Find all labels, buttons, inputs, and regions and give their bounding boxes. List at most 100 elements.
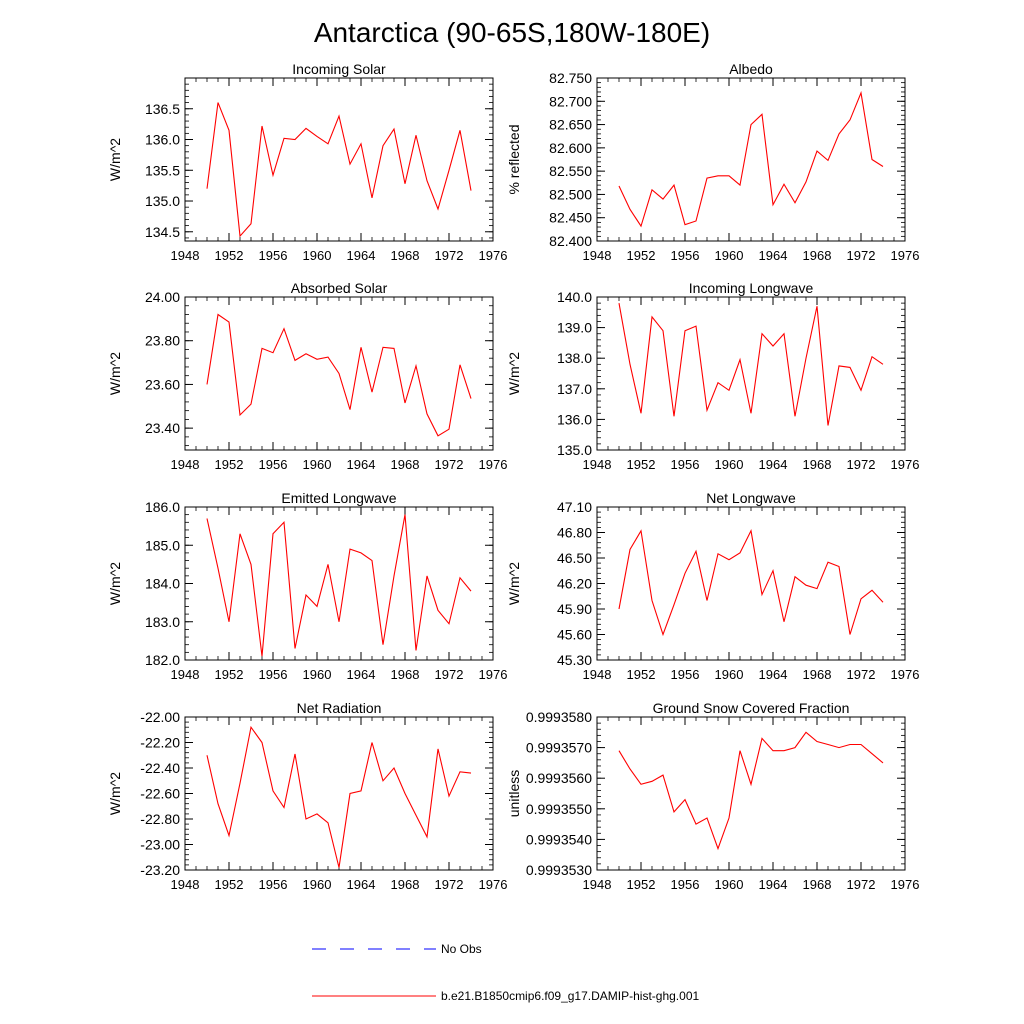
chart-panel: 1948 1952 1956 1960 1964 1968 1972 1976 45.30 45.… — [506, 490, 919, 682]
x-tick-label: 1968 — [803, 667, 832, 682]
y-tick-label: -22.20 — [140, 735, 180, 751]
series-line — [206, 514, 472, 657]
x-tick-label: 1964 — [759, 877, 788, 892]
x-tick-label: 1952 — [215, 667, 244, 682]
x-tick-label: 1968 — [391, 248, 420, 263]
y-tick-label: 186.0 — [145, 499, 180, 515]
legend: No Obs b.e21.B1850cmip6.f09_g17.DAMIP-hi… — [312, 942, 699, 1003]
x-tick-label: 1968 — [803, 877, 832, 892]
y-tick-label: 45.90 — [557, 601, 592, 617]
y-axis-label: unitless — [506, 770, 522, 817]
x-tick-label: 1972 — [847, 877, 876, 892]
x-tick-label: 1948 — [583, 667, 612, 682]
series-line — [618, 529, 884, 637]
x-tick-label: 1948 — [171, 877, 200, 892]
x-tick-label: 1948 — [583, 248, 612, 263]
x-tick-label: 1960 — [715, 457, 744, 472]
x-tick-label: 1948 — [171, 457, 200, 472]
chart-panel: 1948 1952 1956 1960 1964 1968 1972 1976 0.999353… — [506, 700, 919, 892]
x-tick-label: 1956 — [671, 667, 700, 682]
x-tick-label: 1964 — [759, 248, 788, 263]
legend-model-label: b.e21.B1850cmip6.f09_g17.DAMIP-hist-ghg.… — [441, 989, 699, 1003]
y-tick-label: 46.50 — [557, 550, 592, 566]
y-tick-label: -23.20 — [140, 862, 180, 878]
x-tick-label: 1972 — [435, 877, 464, 892]
x-tick-label: 1976 — [479, 457, 508, 472]
y-tick-label: 23.40 — [145, 420, 180, 436]
chart-panel: 1948 1952 1956 1960 1964 1968 1972 1976 135.0 136… — [506, 280, 919, 472]
panel-title: Incoming Solar — [292, 61, 386, 77]
y-tick-label: 136.5 — [145, 101, 180, 117]
y-tick-label: -22.60 — [140, 786, 180, 802]
y-tick-label: 0.9993540 — [526, 831, 592, 847]
x-tick-label: 1964 — [759, 667, 788, 682]
x-tick-label: 1964 — [759, 457, 788, 472]
y-axis-label: % reflected — [506, 124, 522, 194]
y-tick-label: 135.0 — [557, 442, 592, 458]
y-tick-label: 45.30 — [557, 652, 592, 668]
x-tick-label: 1960 — [303, 457, 332, 472]
y-tick-label: 82.500 — [549, 186, 592, 202]
x-tick-label: 1956 — [671, 457, 700, 472]
series-line — [206, 102, 472, 238]
y-tick-label: 135.5 — [145, 162, 180, 178]
y-axis-label: W/m^2 — [107, 352, 123, 395]
panel-title: Ground Snow Covered Fraction — [653, 700, 850, 716]
y-tick-label: -23.00 — [140, 837, 180, 853]
x-tick-label: 1976 — [479, 667, 508, 682]
panel-title: Emitted Longwave — [281, 490, 396, 506]
x-tick-label: 1960 — [715, 667, 744, 682]
y-tick-label: 46.20 — [557, 576, 592, 592]
figure-title: Antarctica (90-65S,180W-180E) — [314, 17, 710, 48]
x-tick-label: 1968 — [391, 667, 420, 682]
y-tick-label: 0.9993530 — [526, 862, 592, 878]
y-tick-label: 82.750 — [549, 70, 592, 86]
y-tick-label: 82.550 — [549, 163, 592, 179]
x-tick-label: 1976 — [891, 457, 920, 472]
x-tick-label: 1948 — [583, 457, 612, 472]
panel-title: Net Radiation — [297, 700, 382, 716]
y-axis-label: W/m^2 — [506, 352, 522, 395]
series-line — [618, 90, 884, 228]
panel-title: Albedo — [729, 61, 773, 77]
x-tick-label: 1976 — [891, 667, 920, 682]
y-tick-label: 0.9993570 — [526, 740, 592, 756]
legend-obs-label: No Obs — [441, 942, 482, 956]
y-tick-label: 0.9993560 — [526, 770, 592, 786]
x-tick-label: 1972 — [847, 457, 876, 472]
y-tick-label: 138.0 — [557, 350, 592, 366]
y-tick-label: 140.0 — [557, 289, 592, 305]
x-tick-label: 1972 — [435, 457, 464, 472]
x-tick-label: 1968 — [391, 877, 420, 892]
x-tick-label: 1956 — [259, 457, 288, 472]
x-tick-label: 1960 — [303, 877, 332, 892]
y-tick-label: 47.10 — [557, 499, 592, 515]
x-tick-label: 1948 — [171, 248, 200, 263]
y-tick-label: 139.0 — [557, 320, 592, 336]
x-tick-label: 1972 — [847, 667, 876, 682]
x-tick-label: 1964 — [347, 667, 376, 682]
y-tick-label: 136.0 — [145, 132, 180, 148]
y-tick-label: 135.0 — [145, 193, 180, 209]
panel-title: Absorbed Solar — [291, 280, 388, 296]
x-tick-label: 1976 — [891, 877, 920, 892]
x-tick-label: 1952 — [215, 248, 244, 263]
y-tick-label: 185.0 — [145, 537, 180, 553]
x-tick-label: 1956 — [671, 248, 700, 263]
x-tick-label: 1972 — [847, 248, 876, 263]
x-tick-label: 1976 — [479, 877, 508, 892]
x-tick-label: 1952 — [627, 457, 656, 472]
chart-panel: 1948 1952 1956 1960 1964 1968 1972 1976 134.5 135… — [107, 61, 507, 263]
x-tick-label: 1948 — [171, 667, 200, 682]
x-tick-label: 1956 — [671, 877, 700, 892]
x-tick-label: 1952 — [215, 877, 244, 892]
x-tick-label: 1964 — [347, 248, 376, 263]
y-tick-label: 23.60 — [145, 376, 180, 392]
chart-panel: 1948 1952 1956 1960 1964 1968 1972 1976 -23.20 -2… — [107, 700, 507, 892]
y-tick-label: 137.0 — [557, 381, 592, 397]
y-tick-label: -22.00 — [140, 709, 180, 725]
x-tick-label: 1952 — [627, 667, 656, 682]
y-tick-label: 134.5 — [145, 224, 180, 240]
x-tick-label: 1964 — [347, 457, 376, 472]
